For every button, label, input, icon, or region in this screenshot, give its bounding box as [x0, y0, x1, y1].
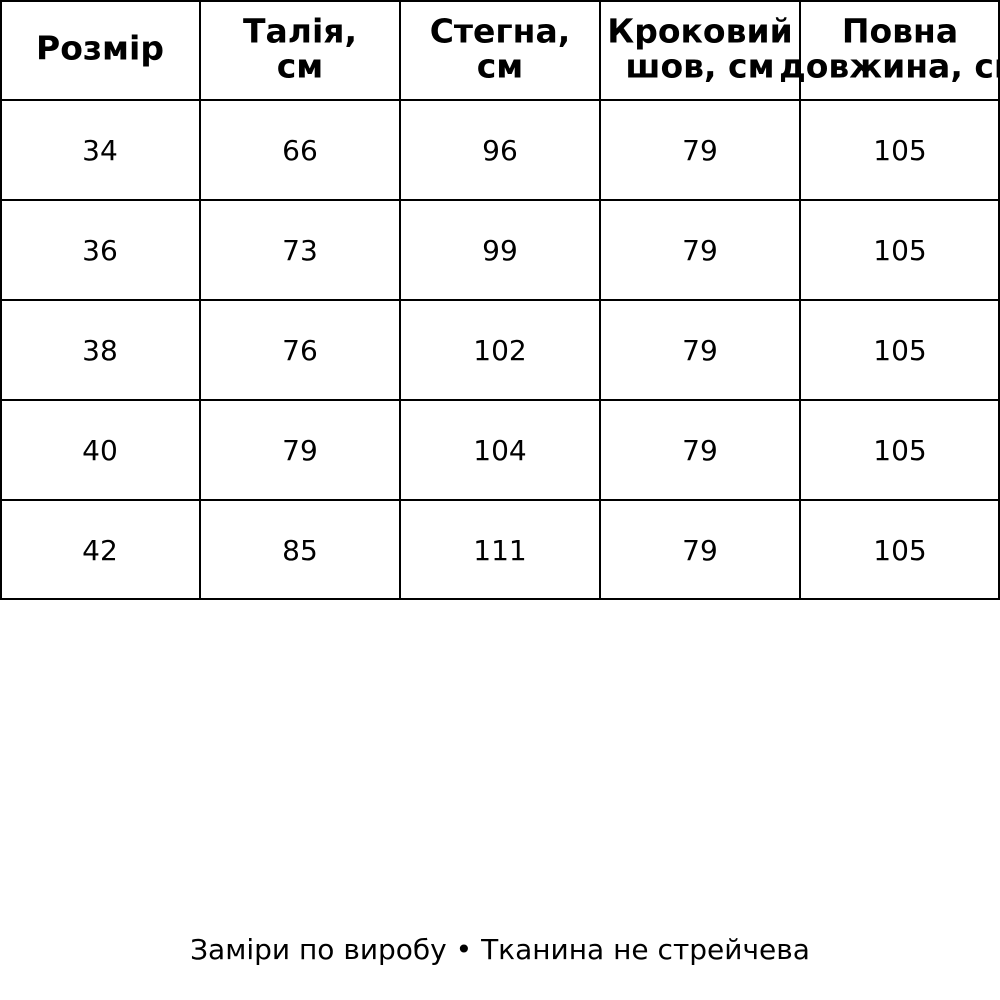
table-cell: 79	[682, 334, 718, 367]
table-cell: 79	[682, 434, 718, 467]
table-cell: 111	[473, 534, 526, 567]
table-cell: 76	[282, 334, 318, 367]
footer-note: Заміри по виробу • Тканина не стрейчева	[190, 933, 810, 966]
table-cell: 96	[482, 134, 518, 167]
table-cell: 34	[82, 134, 118, 167]
header-cell: Розмір	[36, 29, 164, 68]
table-cell: 38	[82, 334, 118, 367]
table-cell: 105	[873, 534, 926, 567]
table-cell: 105	[873, 234, 926, 267]
table-cell: 79	[682, 534, 718, 567]
header-cell: шов, см	[625, 47, 774, 86]
table-cell: 104	[473, 434, 526, 467]
table-cell: 40	[82, 434, 118, 467]
table-cell: 42	[82, 534, 118, 567]
header-cell: Повна	[842, 12, 958, 51]
header-cell: см	[477, 47, 524, 86]
table-cell: 105	[873, 134, 926, 167]
header-cell: Стегна,	[430, 12, 571, 51]
table-cell: 79	[282, 434, 318, 467]
table-cell: 79	[682, 134, 718, 167]
table-cell: 102	[473, 334, 526, 367]
table-cell: 85	[282, 534, 318, 567]
header-cell: довжина, см	[779, 47, 1000, 86]
table-cell: 66	[282, 134, 318, 167]
table-cell: 99	[482, 234, 518, 267]
table-cell: 36	[82, 234, 118, 267]
header-cell: Талія,	[243, 12, 357, 51]
table-cell: 79	[682, 234, 718, 267]
table-cell: 73	[282, 234, 318, 267]
table-cell: 105	[873, 434, 926, 467]
header-cell: Кроковий	[607, 12, 792, 51]
header-cell: см	[277, 47, 324, 86]
table-cell: 105	[873, 334, 926, 367]
